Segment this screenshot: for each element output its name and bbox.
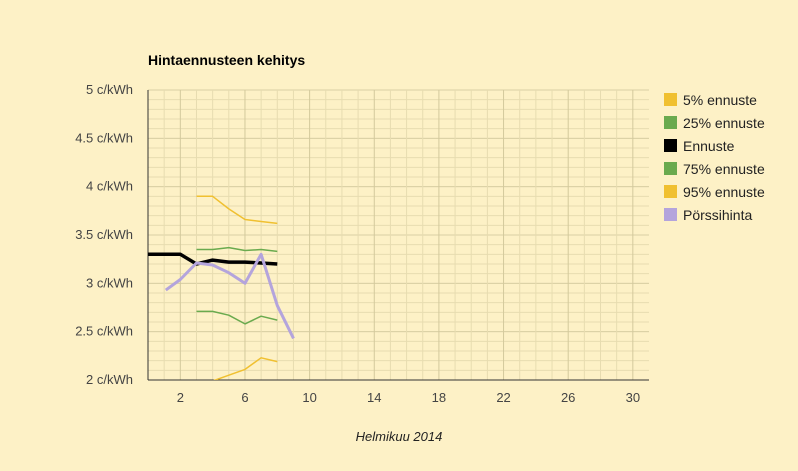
- legend-label: 75% ennuste: [683, 160, 765, 177]
- legend-item-95-ennuste[interactable]: 95% ennuste: [664, 180, 765, 203]
- legend-label: Pörssihinta: [683, 206, 753, 223]
- y-tick-label: 3.5 c/kWh: [75, 227, 133, 242]
- legend-swatch: [664, 139, 677, 152]
- x-axis-label: Helmikuu 2014: [355, 429, 443, 444]
- legend-swatch: [664, 185, 677, 198]
- legend-item-25-ennuste[interactable]: 25% ennuste: [664, 111, 765, 134]
- legend-item-5-ennuste[interactable]: 5% ennuste: [664, 88, 765, 111]
- x-tick-label: 14: [367, 390, 381, 405]
- y-tick-label: 2.5 c/kWh: [75, 324, 133, 339]
- legend-swatch: [664, 162, 677, 175]
- y-tick-label: 2 c/kWh: [86, 372, 133, 387]
- legend-label: Ennuste: [683, 137, 735, 154]
- x-tick-label: 18: [432, 390, 446, 405]
- series-line-p-rssihinta: [164, 252, 295, 340]
- series-line-95-ennuste: [196, 195, 278, 225]
- x-tick-label: 6: [241, 390, 248, 405]
- x-tick-label: 2: [177, 390, 184, 405]
- series-line-25-ennuste: [196, 310, 278, 325]
- legend-swatch: [664, 93, 677, 106]
- legend-swatch: [664, 208, 677, 221]
- legend-label: 25% ennuste: [683, 114, 765, 131]
- legend-swatch: [664, 116, 677, 129]
- legend-item-75-ennuste[interactable]: 75% ennuste: [664, 157, 765, 180]
- chart-legend: 5% ennuste 25% ennuste Ennuste 75% ennuste 9…: [664, 88, 765, 226]
- chart-title: Hintaennusteen kehitys: [148, 52, 306, 68]
- legend-item-p-rssihinta[interactable]: Pörssihinta: [664, 203, 765, 226]
- y-tick-label: 4.5 c/kWh: [75, 130, 133, 145]
- y-tick-label: 5 c/kWh: [86, 82, 133, 97]
- legend-item-ennuste[interactable]: Ennuste: [664, 134, 765, 157]
- series-line-75-ennuste: [196, 246, 278, 253]
- series-line-5-ennuste: [213, 357, 278, 380]
- x-tick-label: 10: [302, 390, 316, 405]
- legend-label: 5% ennuste: [683, 91, 757, 108]
- x-tick-label: 26: [561, 390, 575, 405]
- x-tick-label: 30: [626, 390, 640, 405]
- y-tick-label: 3 c/kWh: [86, 275, 133, 290]
- legend-label: 95% ennuste: [683, 183, 765, 200]
- y-tick-label: 4 c/kWh: [86, 179, 133, 194]
- x-tick-label: 22: [496, 390, 510, 405]
